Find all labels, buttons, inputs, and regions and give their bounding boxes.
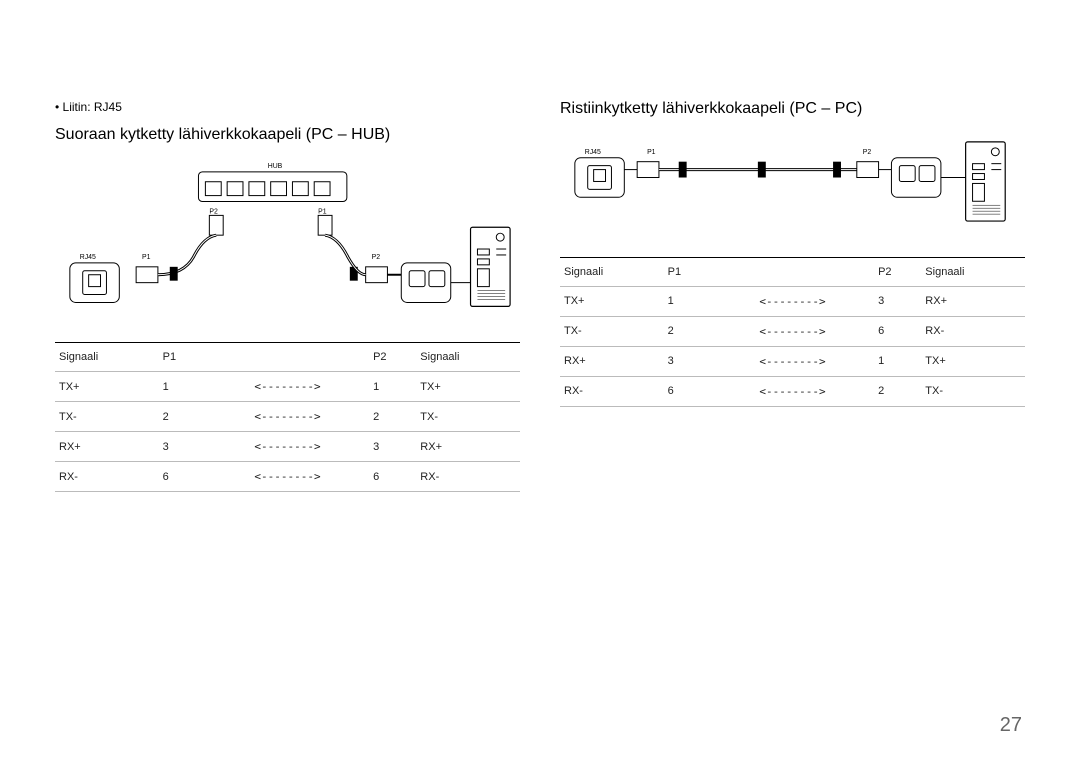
right-section-title: Ristiinkytketty lähiverkkokaapeli (PC – … — [560, 100, 1025, 118]
table-cell: <--------> — [206, 432, 369, 462]
table-row: RX-6<-------->6RX- — [55, 462, 520, 492]
p2-label: P2 — [372, 254, 381, 261]
table-header-row: Signaali P1 P2 Signaali — [55, 343, 520, 372]
pc-tower-icon — [966, 142, 1006, 221]
table-cell: RX- — [416, 462, 520, 492]
table-cell: TX+ — [416, 372, 520, 402]
table-cell: 2 — [874, 376, 921, 406]
col-header: Signaali — [560, 257, 664, 286]
table-row: RX-6<-------->2TX- — [560, 376, 1025, 406]
table-cell: <--------> — [206, 372, 369, 402]
table-cell: TX+ — [921, 346, 1025, 376]
table-row: TX-2<-------->2TX- — [55, 402, 520, 432]
table-cell: 6 — [159, 462, 206, 492]
table-row: RX+3<-------->1TX+ — [560, 346, 1025, 376]
p2-label-r: P2 — [863, 149, 872, 156]
table-cell: 1 — [159, 372, 206, 402]
rj45-label-r: RJ45 — [585, 149, 601, 156]
pc-tower-icon — [471, 227, 511, 306]
table-cell: TX+ — [55, 372, 159, 402]
col-header: P2 — [874, 257, 921, 286]
table-cell: TX- — [560, 316, 664, 346]
col-header: P1 — [159, 343, 206, 372]
table-cell: <--------> — [711, 346, 874, 376]
p1-label: P1 — [142, 254, 151, 261]
table-cell: RX+ — [560, 346, 664, 376]
col-header: Signaali — [921, 257, 1025, 286]
hub-p2-label: P2 — [209, 208, 218, 215]
left-signal-table: Signaali P1 P2 Signaali TX+1<-------->1T… — [55, 342, 520, 492]
table-cell: 6 — [874, 316, 921, 346]
table-cell: TX+ — [560, 286, 664, 316]
col-header: P1 — [664, 257, 711, 286]
left-column: Liitin: RJ45 Suoraan kytketty lähiverkko… — [55, 100, 520, 763]
table-cell: RX- — [921, 316, 1025, 346]
col-header — [206, 343, 369, 372]
table-cell: 2 — [369, 402, 416, 432]
table-cell: RX+ — [921, 286, 1025, 316]
table-cell: 1 — [369, 372, 416, 402]
col-header: Signaali — [416, 343, 520, 372]
table-cell: <--------> — [711, 286, 874, 316]
rj45-label: RJ45 — [80, 254, 96, 261]
col-header: P2 — [369, 343, 416, 372]
hub-p1-label: P1 — [318, 208, 327, 215]
page-number: 27 — [1000, 714, 1022, 737]
table-cell: <--------> — [206, 402, 369, 432]
table-cell: 1 — [874, 346, 921, 376]
table-row: TX-2<-------->6RX- — [560, 316, 1025, 346]
table-cell: TX- — [416, 402, 520, 432]
table-row: TX+1<-------->1TX+ — [55, 372, 520, 402]
connector-bullet: Liitin: RJ45 — [55, 100, 520, 114]
table-cell: 2 — [159, 402, 206, 432]
table-header-row: Signaali P1 P2 Signaali — [560, 257, 1025, 286]
table-cell: TX- — [55, 402, 159, 432]
table-cell: RX+ — [55, 432, 159, 462]
table-cell: 2 — [664, 316, 711, 346]
left-diagram: HUB P2 P1 RJ45 P1 — [55, 158, 520, 326]
table-row: RX+3<-------->3RX+ — [55, 432, 520, 462]
table-cell: 3 — [874, 286, 921, 316]
table-cell: 3 — [369, 432, 416, 462]
right-signal-table: Signaali P1 P2 Signaali TX+1<-------->3R… — [560, 257, 1025, 407]
table-cell: <--------> — [206, 462, 369, 492]
table-cell: <--------> — [711, 376, 874, 406]
table-cell: RX- — [55, 462, 159, 492]
table-cell: 1 — [664, 286, 711, 316]
p1-label-r: P1 — [647, 149, 656, 156]
right-diagram: RJ45 P1 P2 — [560, 132, 1025, 241]
right-column: Ristiinkytketty lähiverkkokaapeli (PC – … — [560, 100, 1025, 763]
table-cell: <--------> — [711, 316, 874, 346]
col-header: Signaali — [55, 343, 159, 372]
table-cell: 3 — [159, 432, 206, 462]
table-cell: TX- — [921, 376, 1025, 406]
col-header — [711, 257, 874, 286]
hub-label: HUB — [268, 163, 283, 170]
table-row: TX+1<-------->3RX+ — [560, 286, 1025, 316]
table-cell: 6 — [664, 376, 711, 406]
left-section-title: Suoraan kytketty lähiverkkokaapeli (PC –… — [55, 126, 520, 144]
table-cell: RX- — [560, 376, 664, 406]
table-cell: RX+ — [416, 432, 520, 462]
table-cell: 6 — [369, 462, 416, 492]
table-cell: 3 — [664, 346, 711, 376]
